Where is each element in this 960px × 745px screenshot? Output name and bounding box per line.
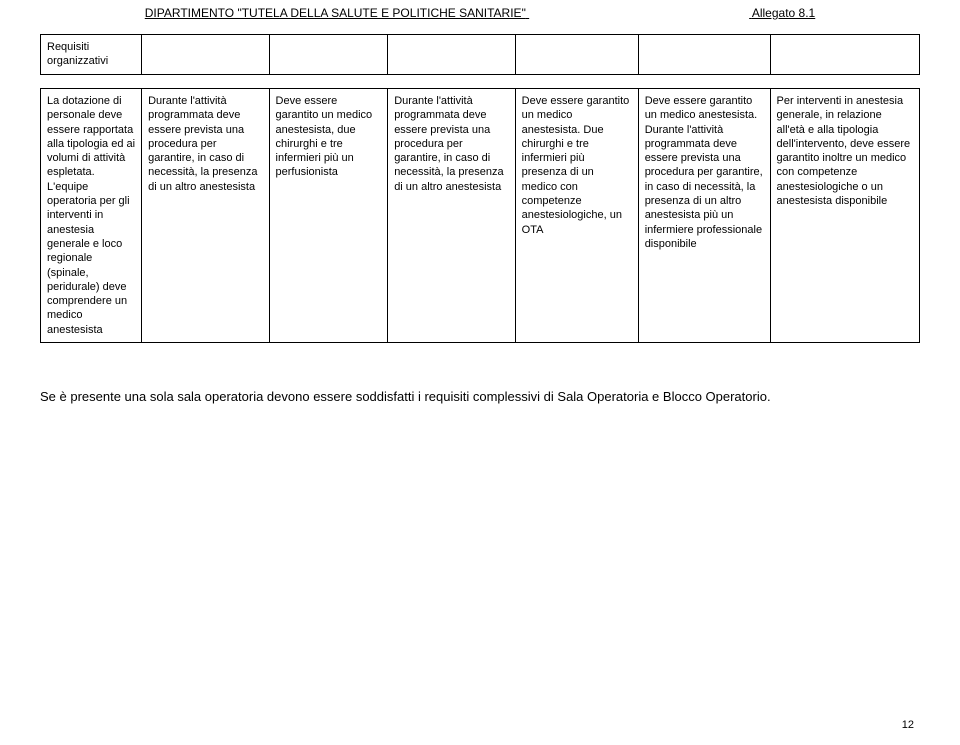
- empty-header-cell: [770, 35, 919, 75]
- footer-note: Se è presente una sola sala operatoria d…: [40, 389, 920, 404]
- cell-c3: Durante l'attività programmata deve esse…: [388, 89, 515, 343]
- table-header-row: Requisiti organizzativi: [41, 35, 920, 75]
- cell-c6: Per interventi in anestesia generale, in…: [770, 89, 919, 343]
- table-spacer-row: [41, 75, 920, 89]
- page-header: DIPARTIMENTO "TUTELA DELLA SALUTE E POLI…: [40, 0, 920, 34]
- table-row: La dotazione di personale deve essere ra…: [41, 89, 920, 343]
- section-label-cell: Requisiti organizzativi: [41, 35, 142, 75]
- cell-c2: Deve essere garantito un medico anestesi…: [269, 89, 388, 343]
- empty-header-cell: [269, 35, 388, 75]
- cell-c4: Deve essere garantito un medico anestesi…: [515, 89, 638, 343]
- cell-c0: La dotazione di personale deve essere ra…: [41, 89, 142, 343]
- spacer-cell: [41, 75, 920, 89]
- empty-header-cell: [638, 35, 770, 75]
- empty-header-cell: [142, 35, 269, 75]
- requirements-table: Requisiti organizzativi La dotazione di …: [40, 34, 920, 343]
- header-title: DIPARTIMENTO "TUTELA DELLA SALUTE E POLI…: [145, 6, 526, 20]
- empty-header-cell: [388, 35, 515, 75]
- empty-header-cell: [515, 35, 638, 75]
- header-annex: Allegato 8.1: [752, 6, 815, 20]
- page-number: 12: [902, 719, 914, 731]
- cell-c1: Durante l'attività programmata deve esse…: [142, 89, 269, 343]
- cell-c5: Deve essere garantito un medico anestesi…: [638, 89, 770, 343]
